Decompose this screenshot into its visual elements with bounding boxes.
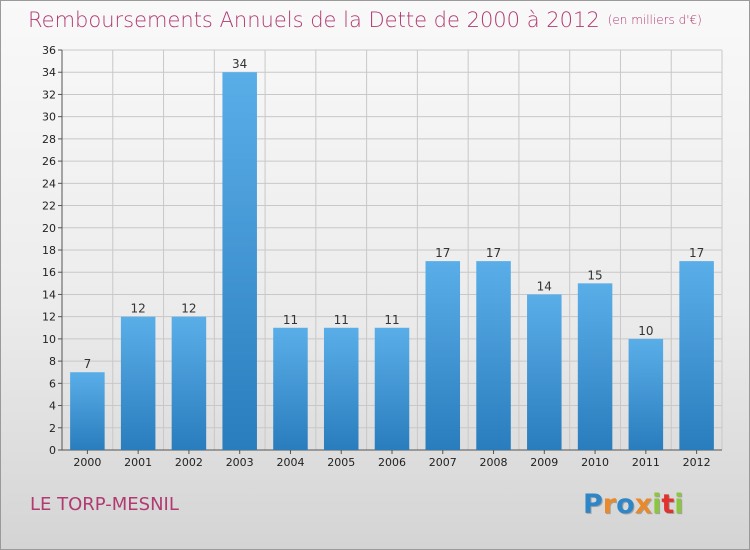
bar-2010	[577, 283, 613, 450]
y-tick-label: 30	[42, 111, 56, 124]
logo-letter: P	[583, 489, 603, 520]
y-tick-label: 34	[42, 66, 56, 79]
bar-2001	[120, 316, 156, 450]
y-tick-label: 4	[49, 400, 56, 413]
y-tick-label: 10	[42, 333, 56, 346]
logo-letter: r	[602, 489, 617, 520]
value-label: 11	[283, 313, 298, 327]
logo-letter: x	[634, 489, 653, 520]
y-tick-label: 14	[42, 288, 56, 301]
x-tick-label: 2002	[175, 456, 203, 469]
chart-title-text: Remboursements Annuels de la Dette de 20…	[28, 8, 600, 32]
proxiti-logo: Proxiti	[583, 489, 684, 520]
y-tick-label: 36	[42, 44, 56, 57]
value-label: 12	[181, 302, 196, 316]
bar-2011	[628, 338, 664, 450]
bar-2008	[476, 261, 511, 450]
bar-2012	[679, 261, 714, 450]
bar-2004	[273, 327, 308, 450]
value-labels: 7 12 12 34 11 11 11 17 17 14 15 10 17	[84, 57, 705, 371]
value-label: 15	[587, 268, 602, 282]
value-label: 10	[638, 324, 653, 338]
value-label: 17	[689, 246, 704, 260]
y-tick-label: 16	[42, 266, 56, 279]
value-label: 12	[131, 302, 146, 316]
x-tick-label: 2012	[683, 456, 711, 469]
logo-letter: i	[674, 489, 684, 520]
y-tick-label: 20	[42, 222, 56, 235]
logo-letter: i	[652, 489, 662, 520]
chart-subtitle: (en milliers d'€)	[607, 13, 702, 27]
y-tick-label: 6	[49, 377, 56, 390]
x-tick-label: 2000	[73, 456, 101, 469]
y-tick-label: 32	[42, 88, 56, 101]
x-tick-label: 2001	[124, 456, 152, 469]
bar-2003	[222, 72, 257, 450]
x-tick-label: 2010	[581, 456, 609, 469]
y-tick-label: 18	[42, 244, 56, 257]
value-label: 11	[334, 313, 349, 327]
y-tick-label: 2	[49, 422, 56, 435]
logo-letter: t	[661, 489, 675, 520]
commune-name: LE TORP-MESNIL	[30, 494, 179, 515]
value-label: 34	[232, 57, 247, 71]
y-tick-label: 0	[49, 444, 56, 457]
x-tick-label: 2003	[226, 456, 254, 469]
x-tick-label: 2005	[327, 456, 355, 469]
y-tick-label: 8	[49, 355, 56, 368]
y-tick-label: 24	[42, 177, 56, 190]
bar-2005	[323, 327, 359, 450]
value-label: 7	[84, 357, 92, 371]
bar-2009	[527, 294, 562, 450]
y-tick-label: 28	[42, 133, 56, 146]
y-tick-label: 12	[42, 311, 56, 324]
chart-title: Remboursements Annuels de la Dette de 20…	[28, 8, 702, 32]
logo-letter: o	[616, 489, 635, 520]
y-tick-label: 26	[42, 155, 56, 168]
x-tick-label: 2004	[276, 456, 304, 469]
x-tick-label: 2006	[378, 456, 406, 469]
value-label: 17	[486, 246, 501, 260]
value-label: 14	[537, 279, 552, 293]
value-label: 17	[435, 246, 450, 260]
bars	[70, 72, 714, 450]
bar-2006	[374, 327, 410, 450]
bar-2002	[171, 316, 207, 450]
x-tick-label: 2009	[530, 456, 558, 469]
x-tick-label: 2007	[429, 456, 457, 469]
x-tick-label: 2011	[632, 456, 660, 469]
bar-2000	[70, 372, 105, 450]
value-label: 11	[384, 313, 399, 327]
y-tick-label: 22	[42, 200, 56, 213]
x-tick-label: 2008	[480, 456, 508, 469]
bar-2007	[425, 261, 461, 450]
